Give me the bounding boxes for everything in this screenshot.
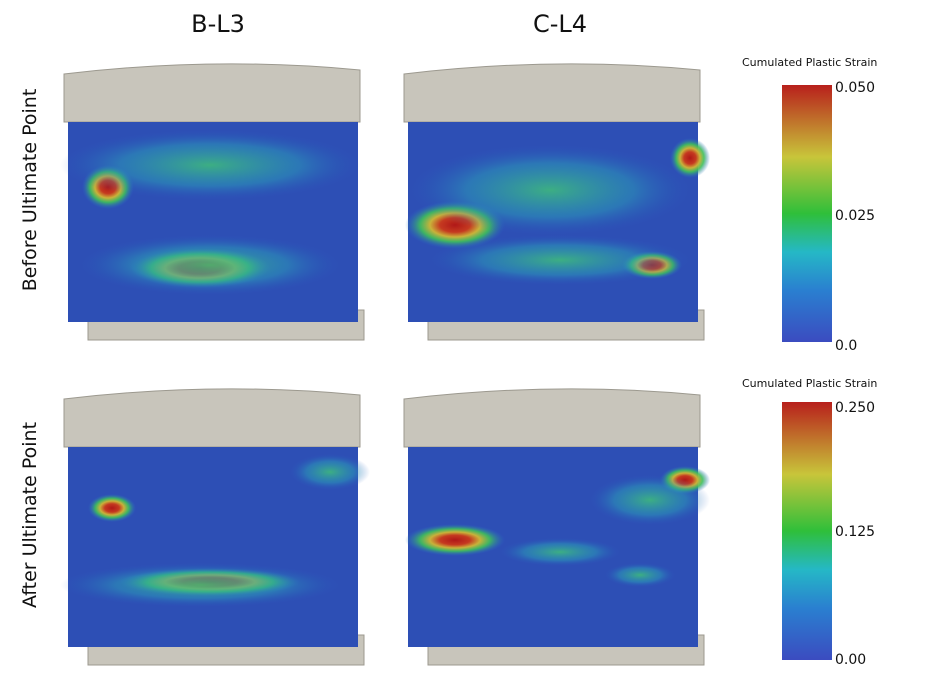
strain-zone (88, 494, 136, 522)
specimen-top (404, 64, 700, 122)
figure: B-L3 C-L4 Before Ultimate Point After Ul… (0, 0, 938, 672)
column-title: C-L4 (533, 10, 587, 38)
colorbar-tick: 0.250 (835, 400, 875, 416)
colorbar (782, 402, 832, 660)
strain-zone (290, 454, 370, 490)
row-title: After Ultimate Point (19, 422, 41, 608)
panels (60, 64, 710, 665)
strain-zone (405, 524, 505, 556)
strain-zone (80, 235, 340, 295)
colorbar-tick: 0.0 (835, 338, 857, 354)
specimen-top (404, 389, 700, 447)
strain-zone (590, 475, 710, 525)
strain-zone (60, 563, 340, 607)
specimen (404, 389, 710, 665)
specimen (60, 389, 370, 665)
page: {"columns": ["B-L3", "C-L4"], "rows": ["… (0, 0, 938, 676)
strain-zone (430, 235, 690, 285)
column-title: B-L3 (191, 10, 245, 38)
strain-zone (605, 563, 675, 587)
colorbar-tick: 0.050 (835, 80, 875, 96)
strain-zone (60, 130, 360, 200)
specimen-top (64, 389, 360, 447)
specimen-top (64, 64, 360, 122)
strain-zone (500, 538, 620, 566)
specimen (404, 64, 710, 340)
colorbar-title: Cumulated Plastic Strain (742, 377, 877, 390)
strain-zone (410, 145, 690, 235)
colorbar-tick: 0.025 (835, 208, 875, 224)
colorbar (782, 85, 832, 342)
colorbar-tick: 0.00 (835, 652, 866, 668)
row-title: Before Ultimate Point (19, 89, 41, 292)
colorbar-tick: 0.125 (835, 524, 875, 540)
specimen (60, 64, 364, 340)
colorbar-title: Cumulated Plastic Strain (742, 56, 877, 69)
